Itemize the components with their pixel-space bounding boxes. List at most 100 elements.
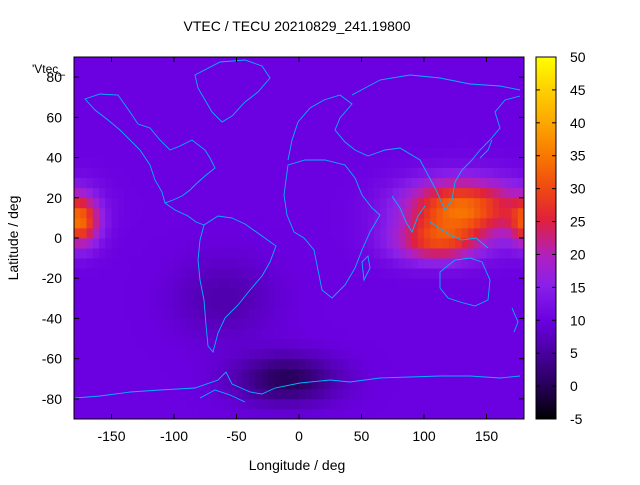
heatmap-cell: [505, 147, 512, 158]
heatmap-cell: [286, 398, 294, 410]
heatmap-cell: [486, 308, 494, 319]
heatmap-cell: [211, 97, 219, 108]
heatmap-cell: [167, 167, 175, 179]
heatmap-cell: [405, 328, 412, 339]
heatmap-cell: [499, 268, 506, 279]
heatmap-cell: [424, 348, 431, 360]
heatmap-cell: [355, 147, 362, 158]
heatmap-cell: [224, 157, 231, 169]
heatmap-cell: [274, 227, 281, 239]
heatmap-cell: [286, 127, 294, 138]
heatmap-cell: [442, 107, 450, 118]
heatmap-cell: [367, 268, 375, 279]
heatmap-cell: [236, 217, 244, 229]
heatmap-cell: [305, 338, 312, 350]
heatmap-cell: [511, 187, 519, 199]
heatmap-cell: [480, 358, 487, 370]
heatmap-cell: [174, 238, 181, 249]
heatmap-cell: [280, 177, 287, 189]
heatmap-cell: [505, 378, 512, 390]
heatmap-cell: [442, 338, 450, 350]
heatmap-cell: [349, 398, 356, 410]
heatmap-cell: [499, 288, 506, 299]
heatmap-cell: [411, 197, 419, 209]
heatmap-cell: [211, 187, 219, 199]
heatmap-cell: [349, 127, 356, 138]
heatmap-cell: [230, 127, 237, 138]
heatmap-cell: [305, 97, 312, 108]
heatmap-cell: [92, 308, 100, 319]
heatmap-cell: [461, 248, 469, 259]
heatmap-cell: [417, 348, 425, 360]
heatmap-cell: [505, 268, 512, 279]
heatmap-cell: [361, 378, 369, 390]
heatmap-cell: [330, 328, 337, 339]
heatmap-cell: [499, 308, 506, 319]
heatmap-cell: [317, 217, 325, 229]
heatmap-cell: [299, 258, 306, 269]
heatmap-cell: [224, 67, 231, 78]
heatmap-cell: [492, 278, 500, 289]
heatmap-cell: [449, 288, 456, 299]
heatmap-cell: [392, 398, 400, 410]
heatmap-cell: [130, 97, 137, 108]
heatmap-cell: [111, 107, 119, 118]
heatmap-cell: [192, 238, 200, 249]
heatmap-cell: [267, 137, 275, 148]
heatmap-cell: [386, 77, 394, 88]
heatmap-cell: [361, 398, 369, 410]
heatmap-cell: [174, 167, 181, 179]
heatmap-cell: [467, 368, 475, 380]
heatmap-cell: [317, 268, 325, 279]
heatmap-cell: [105, 107, 112, 118]
heatmap-cell: [261, 137, 269, 148]
heatmap-cell: [86, 217, 94, 229]
heatmap-cell: [480, 217, 487, 229]
heatmap-cell: [355, 177, 362, 189]
heatmap-cell: [130, 408, 137, 420]
heatmap-cell: [274, 308, 281, 319]
heatmap-cell: [92, 398, 100, 410]
heatmap-cell: [136, 298, 144, 309]
heatmap-cell: [236, 338, 244, 350]
heatmap-cell: [230, 117, 237, 128]
heatmap-cell: [236, 147, 244, 158]
heatmap-cell: [261, 328, 269, 339]
heatmap-cell: [480, 147, 487, 158]
heatmap-cell: [105, 248, 112, 259]
heatmap-cell: [124, 388, 131, 400]
heatmap-cell: [124, 318, 131, 329]
heatmap-cell: [505, 278, 512, 289]
heatmap-cell: [217, 77, 225, 88]
heatmap-cell: [167, 77, 175, 88]
heatmap-cell: [124, 197, 131, 209]
x-tick-label: 100: [412, 428, 436, 444]
heatmap-cell: [155, 217, 162, 229]
heatmap-cell: [80, 268, 87, 279]
heatmap-cell: [399, 368, 406, 380]
heatmap-cell: [361, 388, 369, 400]
heatmap-cell: [149, 368, 156, 380]
heatmap-cell: [242, 238, 250, 249]
heatmap-cell: [186, 177, 194, 189]
heatmap-cell: [411, 157, 419, 169]
heatmap-cell: [205, 338, 212, 350]
heatmap-cell: [267, 177, 275, 189]
heatmap-cell: [155, 408, 162, 420]
heatmap-cell: [505, 217, 512, 229]
heatmap-cell: [136, 227, 144, 239]
heatmap-cell: [374, 308, 381, 319]
heatmap-cell: [280, 197, 287, 209]
heatmap-cell: [474, 227, 481, 239]
heatmap-cell: [492, 238, 500, 249]
heatmap-cell: [161, 338, 169, 350]
heatmap-cell: [80, 77, 87, 88]
heatmap-cell: [136, 328, 144, 339]
heatmap-cell: [105, 368, 112, 380]
heatmap-cell: [155, 77, 162, 88]
heatmap-cell: [417, 227, 425, 239]
heatmap-cell: [186, 77, 194, 88]
heatmap-cell: [205, 227, 212, 239]
heatmap-cell: [455, 177, 462, 189]
heatmap-cell: [167, 97, 175, 108]
